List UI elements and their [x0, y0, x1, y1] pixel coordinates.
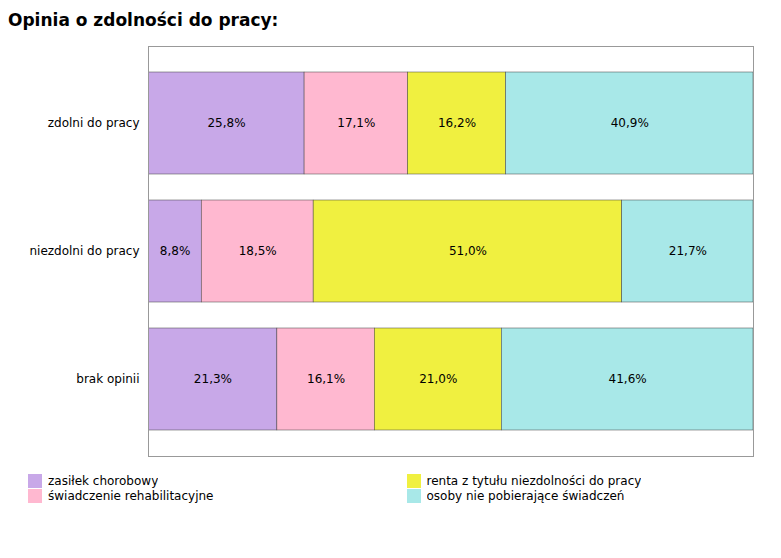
svg-text:51,0%: 51,0%	[449, 244, 487, 258]
svg-text:25,8%: 25,8%	[207, 116, 245, 130]
svg-text:41,6%: 41,6%	[609, 372, 647, 386]
svg-text:16,2%: 16,2%	[438, 116, 476, 130]
svg-text:21,7%: 21,7%	[669, 244, 707, 258]
svg-text:brak opinii: brak opinii	[76, 372, 139, 386]
svg-text:21,0%: 21,0%	[419, 372, 457, 386]
svg-text:niezdolni do pracy: niezdolni do pracy	[29, 244, 139, 258]
html-text:zasiłek chorobowy: zasiłek chorobowy	[48, 474, 159, 488]
svg-text:zdolni do pracy: zdolni do pracy	[48, 116, 140, 130]
html-text:świadczenie rehabilitacyjne: świadczenie rehabilitacyjne	[48, 489, 214, 503]
svg-text:16,1%: 16,1%	[307, 372, 345, 386]
svg-text:40,9%: 40,9%	[611, 116, 649, 130]
svg-text:18,5%: 18,5%	[239, 244, 277, 258]
svg-text:8,8%: 8,8%	[160, 244, 191, 258]
svg-text:21,3%: 21,3%	[194, 372, 232, 386]
svg-text:17,1%: 17,1%	[337, 116, 375, 130]
html-text:osoby nie pobierające świadcze: osoby nie pobierające świadczeń	[426, 489, 625, 503]
html-text:renta z tytułu niezdolności do: renta z tytułu niezdolności do pracy	[426, 474, 642, 488]
html-text:Opinia o zdolności do pracy:: Opinia o zdolności do pracy:	[8, 10, 279, 30]
